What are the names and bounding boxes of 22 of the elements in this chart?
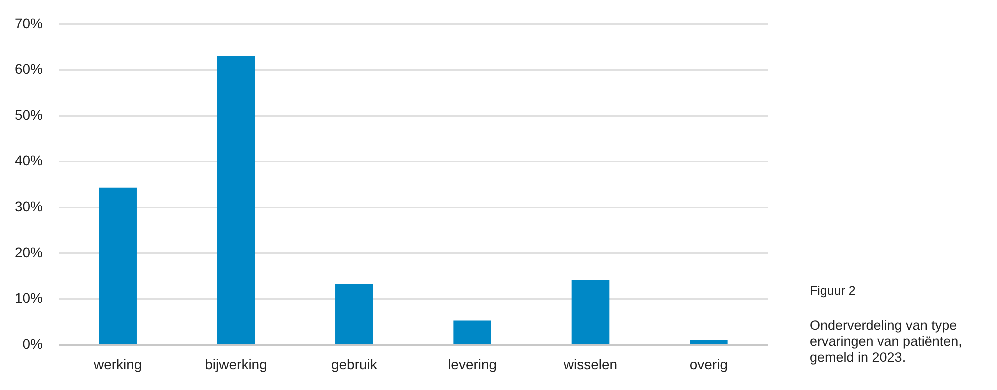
bar xyxy=(572,280,610,344)
bar xyxy=(99,188,137,344)
x-tick-label: overig xyxy=(690,356,728,372)
y-tick-label: 40% xyxy=(14,152,43,169)
y-tick-label: 70% xyxy=(14,15,43,32)
x-tick-label: wisselen xyxy=(562,356,618,372)
bar xyxy=(336,284,374,344)
y-tick-label: 0% xyxy=(22,336,43,352)
y-tick-label: 30% xyxy=(14,198,43,214)
y-tick-label: 50% xyxy=(14,106,43,123)
x-tick-label: gebruik xyxy=(331,356,378,372)
bar xyxy=(690,340,728,344)
bar xyxy=(217,56,256,344)
text: Figuur 2 xyxy=(810,284,856,298)
x-tick-label: werking xyxy=(92,356,142,372)
y-tick-label: 60% xyxy=(14,61,43,78)
y-tick-label: 10% xyxy=(14,290,43,306)
text: Onderverdeling van type ervaringen van patiënten, gemeld in 2023. xyxy=(810,318,964,366)
bar xyxy=(454,320,492,344)
x-tick-label: bijwerking xyxy=(205,356,268,372)
x-tick-label: levering xyxy=(448,356,498,372)
y-tick-label: 20% xyxy=(14,244,43,260)
